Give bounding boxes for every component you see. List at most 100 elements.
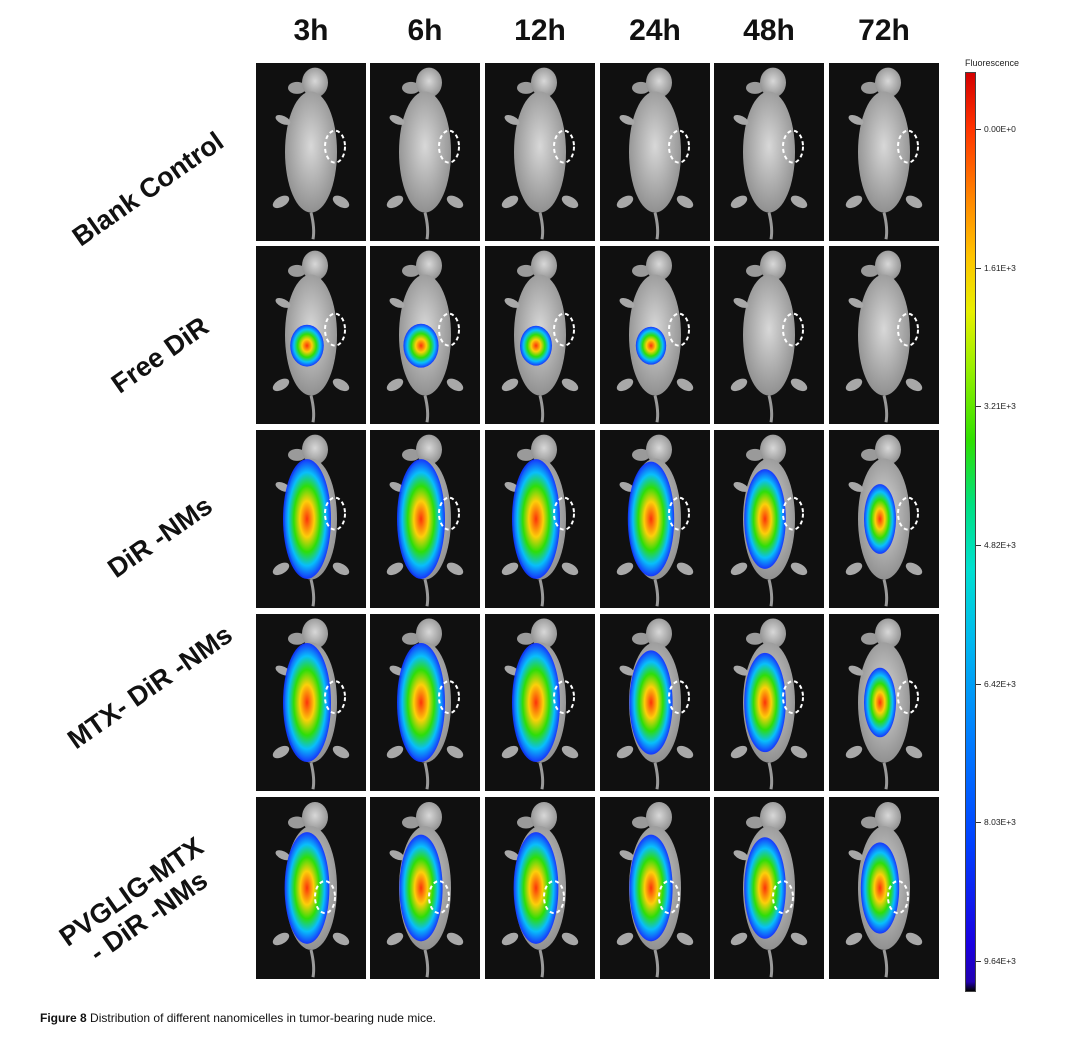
mouse-image-panel <box>714 430 824 608</box>
mouse-image-panel <box>370 430 480 608</box>
mouse-image-panel <box>370 797 480 979</box>
colorbar-tick <box>976 961 981 962</box>
tumor-outline <box>438 680 460 715</box>
fluorescence-signal <box>744 837 786 939</box>
mouse-head <box>302 802 328 833</box>
mouse-ear <box>861 632 879 645</box>
mouse-head <box>875 434 901 465</box>
mouse-image-panel <box>829 430 939 608</box>
fluorescence-signal <box>283 642 331 763</box>
mouse-image-panel <box>600 246 710 424</box>
colorbar-tick-label: 4.82E+3 <box>984 540 1016 550</box>
fluorescence-signal <box>397 459 445 579</box>
mouse-image-panel <box>714 246 824 424</box>
colorbar-tick <box>976 406 981 408</box>
fluorescence-signal <box>283 459 331 579</box>
tumor-outline <box>897 680 919 715</box>
fluorescence-signal <box>290 324 324 367</box>
column-header: 72h <box>858 14 910 47</box>
mouse-head <box>646 802 672 833</box>
column-header: 3h <box>293 14 329 47</box>
tumor-outline <box>782 680 804 715</box>
mouse-body <box>858 91 910 213</box>
colorbar <box>965 72 976 992</box>
fluorescence-signal <box>399 834 443 942</box>
mouse-ear <box>632 632 650 645</box>
tumor-outline <box>897 496 919 531</box>
mouse-image-panel <box>485 797 595 979</box>
mouse-ear <box>402 816 420 829</box>
fluorescence-signal <box>403 323 439 368</box>
mouse-head <box>760 67 786 98</box>
colorbar-tick <box>976 545 981 546</box>
colorbar-tick <box>976 822 981 824</box>
mouse-ear <box>746 816 764 829</box>
mouse-image-panel <box>256 63 366 241</box>
mouse-head <box>875 618 901 649</box>
tumor-outline <box>324 312 346 347</box>
tumor-outline <box>438 496 460 531</box>
mouse-ear <box>861 448 879 461</box>
mouse-head <box>416 67 442 98</box>
fluorescence-signal <box>744 469 786 569</box>
fluorescence-signal <box>864 484 896 554</box>
mouse-image-panel <box>485 430 595 608</box>
tumor-outline <box>324 129 346 164</box>
mouse-head <box>646 434 672 465</box>
mouse-head <box>760 802 786 833</box>
mouse-body <box>399 91 451 213</box>
tumor-outline <box>782 129 804 164</box>
mouse-ear <box>632 448 650 461</box>
mouse-ear <box>402 448 420 461</box>
mouse-head <box>760 618 786 649</box>
mouse-image-panel <box>256 246 366 424</box>
tumor-outline <box>553 680 575 715</box>
mouse-ear <box>288 632 306 645</box>
fluorescence-signal <box>513 832 559 944</box>
fluorescence-signal <box>397 642 445 763</box>
row-label: PVGLIG-MTX - DiR -NMs <box>53 831 214 968</box>
mouse-head <box>416 434 442 465</box>
tumor-outline <box>897 312 919 347</box>
mouse-ear <box>746 632 764 645</box>
mouse-head <box>875 250 901 281</box>
mouse-image-panel <box>829 614 939 791</box>
mouse-image-panel <box>370 246 480 424</box>
mouse-image-panel <box>829 63 939 241</box>
mouse-head <box>646 67 672 98</box>
mouse-head <box>531 434 557 465</box>
caption-text: Distribution of different nanomicelles i… <box>90 1011 436 1025</box>
fluorescence-signal <box>635 326 667 365</box>
mouse-head <box>875 802 901 833</box>
colorbar-tick-label: 0.00E+0 <box>984 124 1016 134</box>
column-header: 6h <box>407 14 443 47</box>
fluorescence-signal <box>629 650 673 755</box>
mouse-head <box>302 250 328 281</box>
mouse-head <box>302 434 328 465</box>
caption-label: Figure 8 <box>40 1011 87 1025</box>
mouse-image-panel <box>370 63 480 241</box>
fluorescence-signal <box>629 834 673 942</box>
mouse-ear <box>288 81 306 94</box>
mouse-ear <box>861 81 879 94</box>
colorbar-tick-label: 1.61E+3 <box>984 262 1016 273</box>
mouse-ear <box>746 448 764 461</box>
tumor-outline <box>553 496 575 531</box>
mouse-image-panel <box>485 63 595 241</box>
column-header: 24h <box>629 14 681 47</box>
mouse-head <box>531 802 557 833</box>
mouse-head <box>416 802 442 833</box>
mouse-ear <box>517 448 535 461</box>
tumor-outline <box>324 680 346 715</box>
mouse-ear <box>632 264 650 277</box>
mouse-ear <box>632 81 650 94</box>
mouse-body <box>858 274 910 396</box>
tumor-outline <box>668 680 690 715</box>
colorbar-tick <box>976 683 981 685</box>
colorbar-tick <box>976 129 981 130</box>
mouse-body <box>743 274 795 396</box>
mouse-body <box>743 91 795 213</box>
colorbar-tick-label: 3.21E+3 <box>984 401 1016 412</box>
colorbar-tick-label: 6.42E+3 <box>984 678 1016 689</box>
row-label: Free DiR <box>105 310 215 400</box>
